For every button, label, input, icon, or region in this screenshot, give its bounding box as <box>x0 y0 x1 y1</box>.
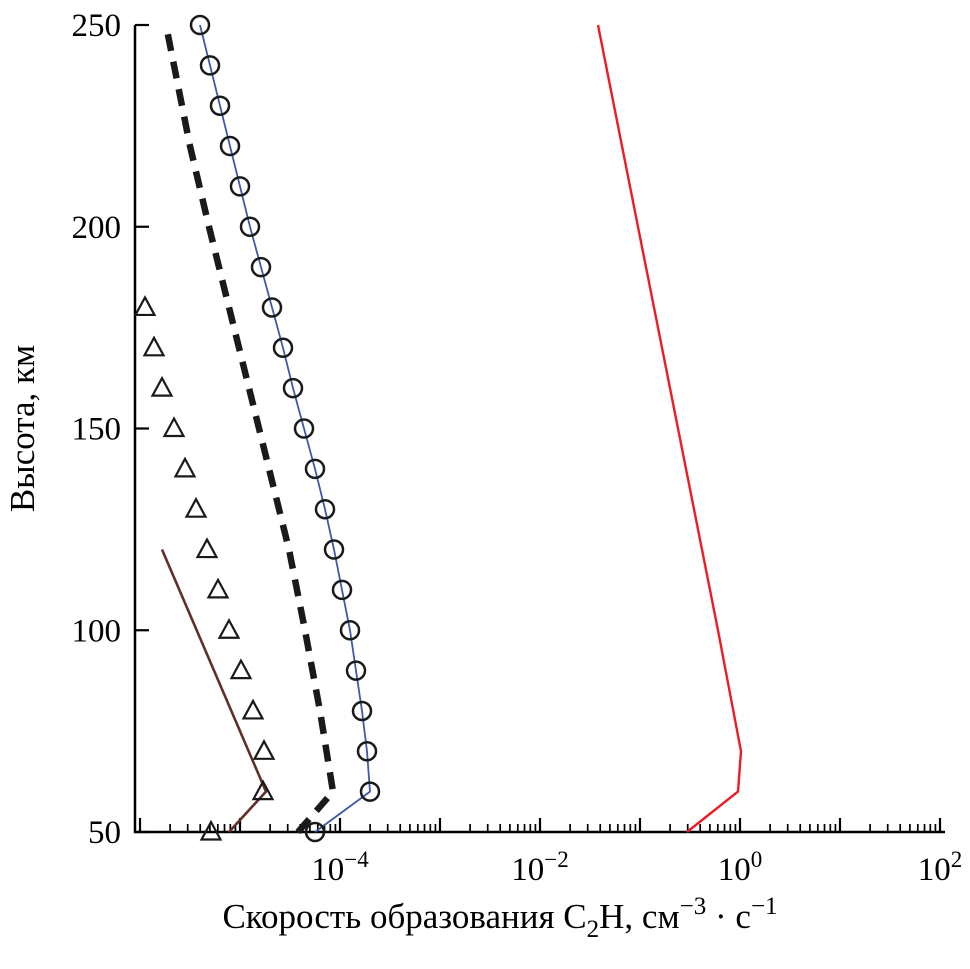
series-open-triangles <box>133 295 276 841</box>
triangle-marker <box>206 577 230 599</box>
y-axis-ticks: 50 100 150 200 250 <box>72 8 149 851</box>
triangle-marker <box>162 416 186 438</box>
x-tick-label: 10−2 <box>511 847 568 888</box>
triangle-marker <box>217 617 241 639</box>
circle-marker <box>314 498 336 520</box>
circle-marker <box>199 55 221 76</box>
x-tick-label: 102 <box>918 847 963 888</box>
circle-marker <box>189 14 211 36</box>
circle-marker <box>272 337 294 359</box>
circle-marker <box>219 135 241 157</box>
x-axis-title: Скорость образования C2H, см−3 · с−1 <box>222 893 777 943</box>
series-line <box>199 24 371 833</box>
triangle-marker <box>142 335 166 357</box>
x-axis-tick-labels: 10−4 10−2 100 102 <box>311 847 962 888</box>
series-blue-line-open-circles <box>189 14 381 843</box>
series-red-solid <box>596 24 743 833</box>
circle-marker <box>356 741 378 762</box>
circle-marker <box>282 377 304 399</box>
y-tick-label: 150 <box>72 412 122 448</box>
x-tick-label: 100 <box>718 847 763 888</box>
circle-marker <box>250 256 272 278</box>
series-line <box>596 24 743 833</box>
circle-marker <box>261 297 283 318</box>
triangle-marker <box>173 456 197 478</box>
series-line <box>162 24 337 835</box>
circle-marker <box>229 176 251 197</box>
triangle-marker <box>133 295 157 317</box>
triangle-marker <box>252 738 276 760</box>
y-tick-label: 100 <box>72 613 122 649</box>
x-tick-label: 10−4 <box>311 847 369 888</box>
circle-marker <box>359 781 381 802</box>
circle-marker <box>339 620 361 641</box>
circle-marker <box>323 539 345 560</box>
series-brown-solid <box>160 548 268 833</box>
triangle-marker <box>229 658 253 680</box>
triangle-marker <box>184 496 208 518</box>
circle-marker <box>293 418 315 439</box>
circle-marker <box>209 95 231 116</box>
series-thick-dashed-black <box>162 24 337 835</box>
triangle-marker <box>199 819 223 841</box>
triangle-marker <box>195 537 219 559</box>
circle-marker <box>304 821 326 843</box>
triangle-marker <box>241 698 265 720</box>
triangle-marker <box>150 375 174 397</box>
circle-marker <box>345 660 367 681</box>
y-axis-title: Высота, км <box>3 345 42 512</box>
circle-marker <box>331 579 353 601</box>
triangle-marker <box>251 779 275 801</box>
circle-marker <box>351 700 373 722</box>
circle-marker <box>304 458 326 480</box>
y-tick-label: 200 <box>72 210 122 246</box>
series-line <box>160 548 268 833</box>
circle-marker <box>239 216 261 237</box>
x-axis-ticks <box>138 818 942 832</box>
y-tick-label: 250 <box>72 8 122 44</box>
y-tick-label: 50 <box>88 815 121 851</box>
